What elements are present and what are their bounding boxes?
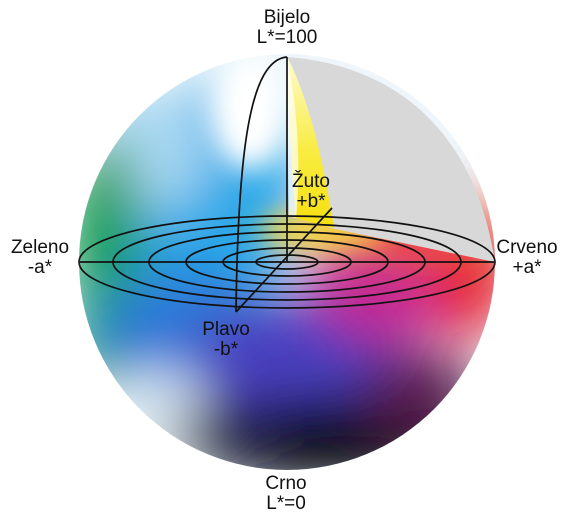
meridian-arc: [235, 56, 288, 313]
label-black-name: Crno: [265, 473, 307, 494]
label-yellow-name: Žuto: [291, 171, 331, 192]
label-green: Zeleno -a*: [4, 238, 76, 278]
label-blue-axis: -b*: [213, 339, 239, 360]
b-axis: [235, 207, 333, 313]
sphere-body: [79, 54, 495, 470]
label-yellow-axis: +b*: [296, 191, 326, 212]
label-red-axis: +a*: [512, 257, 542, 278]
label-blue-name: Plavo: [202, 319, 250, 340]
label-black-axis: L*=0: [266, 493, 306, 514]
sphere-outline: [78, 53, 496, 471]
cutaway-wedge: [287, 57, 495, 262]
yellow-face: [287, 57, 334, 228]
label-green-name: Zeleno: [10, 237, 70, 258]
label-blue: Plavo -b*: [196, 320, 256, 360]
label-red: Crveno +a*: [492, 238, 562, 278]
label-white-axis: L*=100: [256, 27, 318, 48]
label-yellow: Žuto +b*: [287, 172, 335, 212]
label-white: Bijelo L*=100: [241, 8, 333, 48]
label-green-axis: -a*: [27, 257, 53, 278]
label-black: Crno L*=0: [246, 474, 326, 514]
label-white-name: Bijelo: [263, 7, 311, 28]
label-red-name: Crveno: [496, 237, 558, 258]
axes: [79, 56, 495, 313]
